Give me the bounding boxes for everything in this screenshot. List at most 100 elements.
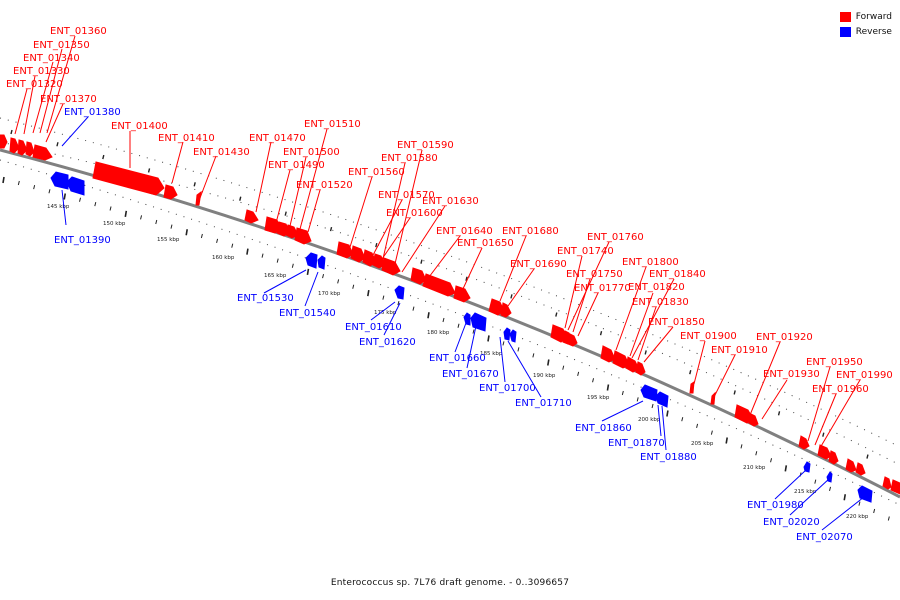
- forward-gene[interactable]: [294, 227, 312, 245]
- forward-gene[interactable]: [32, 144, 53, 161]
- gene-label[interactable]: ENT_01580: [381, 153, 438, 164]
- forward-gene[interactable]: [600, 345, 616, 363]
- forward-gene[interactable]: [9, 137, 20, 154]
- reverse-gene[interactable]: [305, 252, 318, 269]
- gene-label[interactable]: ENT_01560: [348, 167, 405, 178]
- gene-label[interactable]: ENT_01510: [304, 119, 361, 130]
- gene-label[interactable]: ENT_01430: [193, 147, 250, 158]
- gene-label[interactable]: ENT_01590: [397, 140, 454, 151]
- forward-gene[interactable]: [453, 285, 471, 303]
- reverse-gene[interactable]: [463, 312, 471, 326]
- gene-label[interactable]: ENT_01410: [158, 133, 215, 144]
- gene-label[interactable]: ENT_01830: [632, 297, 689, 308]
- gene-label[interactable]: ENT_01680: [502, 226, 559, 237]
- gene-label[interactable]: ENT_01960: [812, 384, 869, 395]
- gene-label[interactable]: ENT_01670: [442, 369, 499, 380]
- gene-label[interactable]: ENT_01620: [359, 337, 416, 348]
- gene-label[interactable]: ENT_01800: [622, 257, 679, 268]
- gene-label[interactable]: ENT_01870: [608, 438, 665, 449]
- forward-gene[interactable]: [710, 391, 716, 405]
- forward-gene[interactable]: [882, 476, 892, 490]
- gene-label[interactable]: ENT_01570: [378, 190, 435, 201]
- gene-label[interactable]: ENT_01820: [628, 282, 685, 293]
- forward-gene[interactable]: [500, 302, 512, 318]
- gene-label[interactable]: ENT_01540: [279, 308, 336, 319]
- gene-label[interactable]: ENT_01640: [436, 226, 493, 237]
- reverse-gene[interactable]: [509, 329, 517, 343]
- gene-label[interactable]: ENT_01920: [756, 332, 813, 343]
- gene-label[interactable]: ENT_01520: [296, 180, 353, 191]
- gene-label[interactable]: ENT_01330: [13, 66, 70, 77]
- reverse-gene[interactable]: [803, 461, 811, 473]
- forward-gene[interactable]: [422, 273, 456, 297]
- forward-gene[interactable]: [350, 245, 366, 263]
- forward-gene[interactable]: [0, 134, 8, 149]
- gene-label[interactable]: ENT_01690: [510, 259, 567, 270]
- reverse-gene[interactable]: [470, 312, 487, 332]
- forward-gene[interactable]: [92, 161, 165, 196]
- gene-label[interactable]: ENT_01380: [64, 107, 121, 118]
- gene-label[interactable]: ENT_01990: [836, 370, 893, 381]
- reverse-gene[interactable]: [394, 285, 405, 300]
- gene-label[interactable]: ENT_01500: [283, 147, 340, 158]
- forward-gene[interactable]: [17, 139, 28, 156]
- forward-gene[interactable]: [635, 361, 646, 376]
- forward-gene[interactable]: [163, 184, 178, 200]
- gene-label[interactable]: ENT_01610: [345, 322, 402, 333]
- reverse-gene[interactable]: [826, 471, 833, 483]
- gene-label[interactable]: ENT_01400: [111, 121, 168, 132]
- gene-label[interactable]: ENT_01340: [23, 53, 80, 64]
- forward-gene[interactable]: [689, 381, 695, 394]
- gene-label[interactable]: ENT_01630: [422, 196, 479, 207]
- gene-label[interactable]: ENT_01930: [763, 369, 820, 380]
- reverse-gene[interactable]: [50, 171, 69, 190]
- reverse-gene[interactable]: [66, 176, 85, 196]
- gene-label[interactable]: ENT_01980: [747, 500, 804, 511]
- gene-label[interactable]: ENT_01700: [479, 383, 536, 394]
- gene-label[interactable]: ENT_01880: [640, 452, 697, 463]
- gene-label[interactable]: ENT_01860: [575, 423, 632, 434]
- gene-label[interactable]: ENT_01770: [574, 283, 631, 294]
- gene-label[interactable]: ENT_01350: [33, 40, 90, 51]
- forward-gene[interactable]: [336, 241, 354, 259]
- forward-gene[interactable]: [381, 257, 401, 276]
- forward-gene[interactable]: [195, 190, 202, 206]
- forward-gene[interactable]: [890, 479, 900, 495]
- gene-label[interactable]: ENT_01660: [429, 353, 486, 364]
- forward-gene[interactable]: [244, 209, 259, 224]
- gene-label[interactable]: ENT_01360: [50, 26, 107, 37]
- reverse-gene[interactable]: [640, 384, 658, 402]
- reverse-gene[interactable]: [655, 391, 669, 408]
- gene-label[interactable]: ENT_01650: [457, 238, 514, 249]
- gene-label[interactable]: ENT_01900: [680, 331, 737, 342]
- gene-label[interactable]: ENT_01490: [268, 160, 325, 171]
- gene-label[interactable]: ENT_01760: [587, 232, 644, 243]
- gene-label[interactable]: ENT_02070: [796, 532, 853, 543]
- gene-label[interactable]: ENT_01850: [648, 317, 705, 328]
- forward-gene[interactable]: [748, 413, 759, 427]
- gene-label[interactable]: ENT_01840: [649, 269, 706, 280]
- forward-gene[interactable]: [845, 458, 857, 473]
- gene-label[interactable]: ENT_01950: [806, 357, 863, 368]
- forward-gene[interactable]: [25, 141, 35, 157]
- forward-gene[interactable]: [798, 435, 810, 450]
- forward-gene[interactable]: [817, 444, 832, 460]
- reverse-gene[interactable]: [857, 485, 873, 503]
- gene-label[interactable]: ENT_01370: [40, 94, 97, 105]
- forward-gene[interactable]: [285, 224, 299, 239]
- forward-gene[interactable]: [567, 333, 578, 347]
- forward-gene[interactable]: [828, 450, 839, 465]
- forward-gene[interactable]: [372, 253, 386, 269]
- forward-gene[interactable]: [410, 267, 427, 285]
- gene-label[interactable]: ENT_01710: [515, 398, 572, 409]
- gene-label[interactable]: ENT_01910: [711, 345, 768, 356]
- gene-label[interactable]: ENT_02020: [763, 517, 820, 528]
- gene-label[interactable]: ENT_01600: [386, 208, 443, 219]
- gene-label[interactable]: ENT_01750: [566, 269, 623, 280]
- gene-label[interactable]: ENT_01740: [557, 246, 614, 257]
- reverse-gene[interactable]: [317, 255, 326, 270]
- gene-label[interactable]: ENT_01390: [54, 235, 111, 246]
- reverse-gene[interactable]: [503, 327, 511, 341]
- gene-label[interactable]: ENT_01530: [237, 293, 294, 304]
- gene-label[interactable]: ENT_01320: [6, 79, 63, 90]
